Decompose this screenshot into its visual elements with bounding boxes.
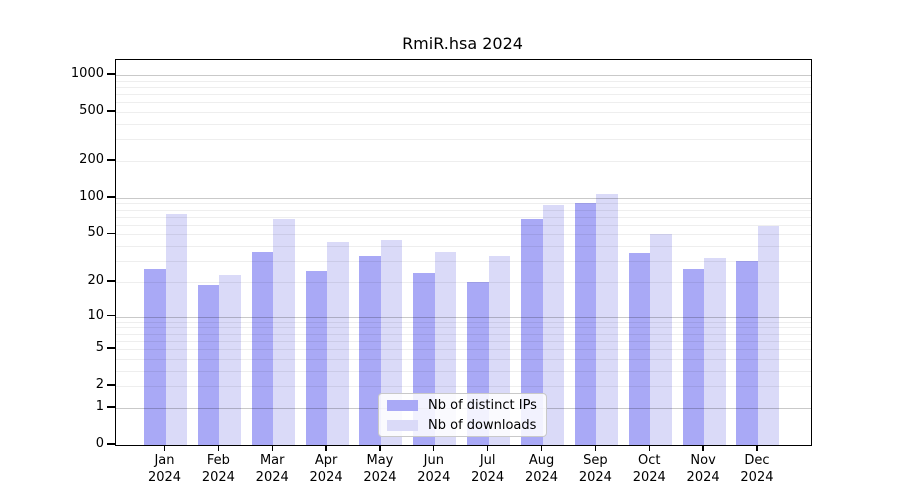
x-tick-label-mar: Mar 2024 bbox=[255, 453, 289, 485]
y-tick-mark bbox=[107, 314, 115, 317]
legend-swatch-distinct-ips bbox=[387, 399, 418, 411]
x-tick-mark bbox=[486, 445, 489, 451]
x-tick-mark bbox=[271, 445, 273, 451]
legend-label-downloads: Nb of downloads bbox=[428, 417, 537, 433]
bar-downloads-jan bbox=[165, 213, 187, 445]
bar-downloads-sep bbox=[596, 194, 618, 445]
y-tick-mark bbox=[107, 73, 115, 75]
y-tick-label-50: 50 bbox=[87, 225, 104, 241]
bar-distinct-ips-may bbox=[359, 256, 381, 445]
bar-downloads-oct bbox=[650, 234, 672, 445]
chart-title: RmiR.hsa 2024 bbox=[402, 34, 523, 53]
bar-downloads-dec bbox=[757, 225, 780, 445]
bars-layer bbox=[116, 60, 811, 445]
bar-distinct-ips-feb bbox=[197, 284, 220, 445]
legend: Nb of distinct IPs Nb of downloads bbox=[378, 393, 547, 437]
x-tick-label-jan: Jan 2024 bbox=[147, 453, 182, 485]
x-tick-label-feb: Feb 2024 bbox=[201, 453, 235, 485]
y-tick-label-500: 500 bbox=[79, 103, 104, 119]
legend-label-distinct-ips: Nb of distinct IPs bbox=[428, 397, 537, 413]
x-tick-mark bbox=[756, 445, 758, 451]
x-tick-label-sep: Sep 2024 bbox=[578, 453, 612, 485]
legend-item-downloads: Nb of downloads bbox=[387, 417, 538, 434]
x-tick-label-oct: Oct 2024 bbox=[632, 453, 666, 485]
bar-downloads-nov bbox=[704, 257, 726, 445]
bar-distinct-ips-nov bbox=[682, 268, 705, 445]
y-tick-mark bbox=[107, 443, 115, 445]
x-tick-label-apr: Apr 2024 bbox=[309, 453, 343, 485]
bar-distinct-ips-dec bbox=[736, 261, 758, 445]
y-tick-label-200: 200 bbox=[79, 152, 104, 167]
x-tick-mark bbox=[594, 445, 597, 451]
x-tick-mark bbox=[648, 445, 650, 451]
x-tick-label-dec: Dec 2024 bbox=[740, 453, 774, 485]
y-tick-label-10: 10 bbox=[87, 307, 104, 323]
y-tick-mark bbox=[107, 110, 115, 112]
y-tick-mark bbox=[107, 406, 115, 408]
x-tick-label-aug: Aug 2024 bbox=[524, 453, 559, 485]
x-tick-mark bbox=[217, 445, 220, 451]
x-tick-mark bbox=[702, 445, 704, 451]
bar-downloads-feb bbox=[219, 274, 241, 445]
bar-downloads-apr bbox=[327, 242, 349, 445]
y-tick-label-100: 100 bbox=[79, 188, 104, 204]
bar-downloads-aug bbox=[542, 205, 565, 445]
x-tick-mark bbox=[379, 445, 381, 451]
x-tick-label-jul: Jul 2024 bbox=[471, 453, 505, 485]
bar-downloads-mar bbox=[273, 219, 295, 445]
bar-distinct-ips-apr bbox=[305, 270, 328, 445]
y-tick-mark bbox=[107, 196, 115, 198]
bar-distinct-ips-aug bbox=[521, 219, 543, 445]
bar-distinct-ips-jan bbox=[144, 268, 166, 445]
legend-item-distinct-ips: Nb of distinct IPs bbox=[387, 397, 538, 414]
y-tick-label-1000: 1000 bbox=[70, 66, 104, 82]
y-tick-mark bbox=[107, 384, 115, 386]
y-tick-mark bbox=[107, 280, 115, 282]
y-tick-label-5: 5 bbox=[95, 340, 104, 356]
x-tick-label-may: May 2024 bbox=[363, 453, 397, 485]
x-tick-label-jun: Jun 2024 bbox=[417, 453, 451, 485]
x-tick-label-nov: Nov 2024 bbox=[686, 453, 720, 485]
plot-area bbox=[115, 59, 812, 446]
bar-distinct-ips-oct bbox=[628, 253, 651, 445]
y-tick-mark bbox=[107, 159, 115, 161]
y-tick-label-20: 20 bbox=[87, 272, 104, 288]
bar-distinct-ips-mar bbox=[251, 251, 274, 445]
x-tick-mark bbox=[540, 445, 543, 451]
y-tick-label-2: 2 bbox=[95, 377, 104, 393]
y-tick-label-1: 1 bbox=[95, 398, 104, 414]
x-tick-mark bbox=[163, 445, 166, 451]
x-tick-mark bbox=[433, 445, 435, 451]
y-tick-label-0: 0 bbox=[95, 436, 104, 451]
x-tick-mark bbox=[325, 445, 327, 451]
bar-distinct-ips-sep bbox=[574, 202, 597, 445]
y-tick-mark bbox=[107, 232, 115, 235]
legend-swatch-downloads bbox=[387, 419, 418, 431]
y-tick-mark bbox=[107, 347, 115, 349]
